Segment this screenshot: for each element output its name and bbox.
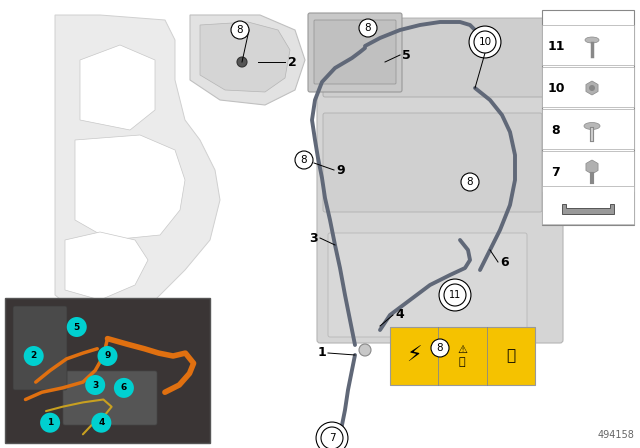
Polygon shape [80,45,155,130]
Text: 8: 8 [552,124,560,137]
Polygon shape [200,22,290,92]
Circle shape [321,427,343,448]
Text: 8: 8 [365,23,371,33]
FancyBboxPatch shape [308,13,402,92]
Text: 3: 3 [309,232,318,245]
Text: 9: 9 [336,164,344,177]
Circle shape [359,19,377,37]
Text: 8: 8 [436,343,444,353]
Text: 10: 10 [479,37,492,47]
Text: 7: 7 [329,433,335,443]
Text: 6: 6 [121,383,127,392]
Circle shape [85,375,105,395]
Text: 8: 8 [467,177,474,187]
Circle shape [589,85,595,91]
FancyBboxPatch shape [63,371,157,425]
FancyBboxPatch shape [323,113,542,212]
Text: 6: 6 [500,255,509,268]
Text: 7: 7 [552,165,561,178]
Circle shape [237,57,247,67]
Bar [542,67,634,107]
Circle shape [67,317,87,337]
Polygon shape [65,232,148,300]
Bar [542,109,634,149]
Circle shape [461,173,479,191]
Bar [5,298,210,443]
Circle shape [474,31,496,53]
Circle shape [316,422,348,448]
Ellipse shape [584,122,600,129]
Text: 5: 5 [74,323,80,332]
Text: 🧤: 🧤 [506,349,516,363]
Circle shape [359,344,371,356]
FancyBboxPatch shape [328,233,527,337]
Polygon shape [562,204,614,214]
Polygon shape [55,15,220,320]
Text: 1: 1 [47,418,53,427]
Bar [390,327,535,385]
Circle shape [295,151,313,169]
Circle shape [114,378,134,398]
Text: 9: 9 [104,352,111,361]
Bar [542,10,634,225]
Text: 3: 3 [92,380,99,389]
Text: ⚠
📖: ⚠ 📖 [457,345,467,367]
Text: ⚡: ⚡ [406,346,422,366]
Polygon shape [190,15,305,105]
Circle shape [92,413,111,433]
Polygon shape [586,81,598,95]
Circle shape [444,284,466,306]
Polygon shape [75,135,185,240]
Circle shape [97,346,118,366]
Circle shape [40,413,60,433]
Circle shape [231,21,249,39]
FancyBboxPatch shape [314,20,396,84]
Text: 11: 11 [449,290,461,300]
Text: 4: 4 [395,309,404,322]
FancyBboxPatch shape [323,18,552,97]
Circle shape [469,26,501,58]
FancyBboxPatch shape [13,306,67,390]
Text: 4: 4 [98,418,104,427]
Bar [542,25,634,65]
Text: 494158: 494158 [597,430,634,440]
Text: 2: 2 [288,56,297,69]
Text: 8: 8 [301,155,307,165]
Text: 11: 11 [547,39,564,52]
Circle shape [24,346,44,366]
Text: 1: 1 [317,346,326,359]
Text: 5: 5 [402,48,411,61]
Text: 8: 8 [237,25,243,35]
FancyBboxPatch shape [317,27,563,343]
Circle shape [439,279,471,311]
Text: 2: 2 [31,352,37,361]
Circle shape [431,339,449,357]
Ellipse shape [585,37,599,43]
Bar [542,151,634,191]
Bar [542,186,634,224]
Text: 10: 10 [547,82,564,95]
